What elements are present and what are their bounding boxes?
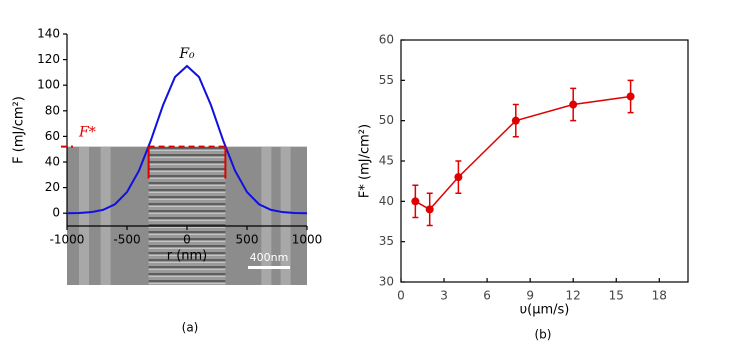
scale-bar bbox=[248, 266, 290, 269]
x-tick-label: -1000 bbox=[50, 233, 85, 247]
y-tick-label: 40 bbox=[379, 194, 394, 208]
sem-band bbox=[280, 146, 291, 285]
y-tick-label: 20 bbox=[45, 180, 60, 194]
sem-band bbox=[79, 146, 89, 285]
x-tick-label: 1000 bbox=[292, 233, 323, 247]
sem-stripes bbox=[148, 146, 226, 285]
data-point bbox=[626, 92, 635, 101]
sem-band bbox=[261, 146, 272, 285]
series-label: F₀ bbox=[178, 46, 195, 62]
x-axis-label: r (nm) bbox=[167, 249, 208, 264]
x-tick-label: 3 bbox=[440, 289, 448, 303]
y-tick-label: 45 bbox=[379, 154, 394, 168]
data-point bbox=[454, 173, 463, 182]
caption: (b) bbox=[535, 328, 552, 342]
data-point bbox=[411, 197, 420, 206]
data-point bbox=[569, 100, 578, 109]
y-axis-label: F (mJ/cm²) bbox=[12, 96, 27, 164]
y-tick-label: 80 bbox=[45, 103, 60, 117]
y-tick-label: 60 bbox=[379, 33, 394, 47]
y-tick-label: 120 bbox=[37, 52, 60, 66]
y-tick-label: 30 bbox=[379, 275, 394, 289]
x-tick-label: 9 bbox=[526, 289, 534, 303]
x-tick-label: -500 bbox=[113, 233, 140, 247]
plot-frame bbox=[400, 39, 689, 283]
y-tick-label: 140 bbox=[37, 27, 60, 41]
data-point bbox=[425, 205, 434, 214]
x-tick-label: 15 bbox=[609, 289, 624, 303]
series-line bbox=[414, 95, 631, 211]
y-tick-label: 0 bbox=[52, 206, 60, 220]
y-tick-label: 50 bbox=[379, 113, 394, 127]
x-tick-label: 6 bbox=[483, 289, 491, 303]
scale-bar-label: 400nm bbox=[250, 251, 289, 264]
x-axis-label: υ(μm/s) bbox=[520, 303, 570, 318]
y-tick-label: 35 bbox=[379, 234, 394, 248]
y-tick-label: 40 bbox=[45, 155, 60, 169]
caption: (a) bbox=[182, 321, 199, 335]
x-tick-label: 0 bbox=[183, 233, 191, 247]
data-point bbox=[511, 116, 520, 125]
y-axis-label: F* (mJ/cm²) bbox=[358, 124, 373, 198]
x-tick-label: 12 bbox=[566, 289, 581, 303]
y-tick-label: 55 bbox=[379, 73, 394, 87]
y-tick-label: 60 bbox=[45, 129, 60, 143]
x-tick-label: 0 bbox=[397, 289, 405, 303]
threshold-label: F* bbox=[78, 125, 96, 141]
sem-band bbox=[100, 146, 111, 285]
x-tick-label: 18 bbox=[652, 289, 667, 303]
y-tick-label: 100 bbox=[37, 78, 60, 92]
series-line bbox=[66, 64, 308, 215]
x-tick-label: 500 bbox=[236, 233, 259, 247]
